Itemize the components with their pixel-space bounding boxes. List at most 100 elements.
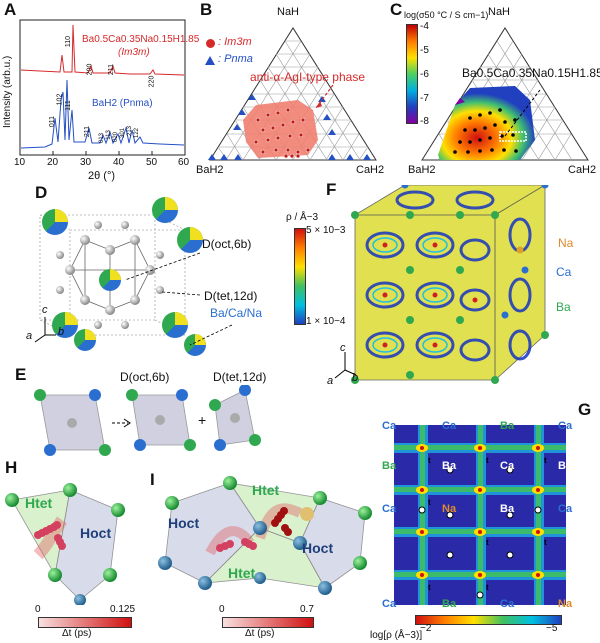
panel-f-label-na: Na xyxy=(558,236,574,250)
panel-i-diffusion-polyhedra xyxy=(158,476,372,595)
panel-a-blue-peak-102: 102 xyxy=(56,93,64,106)
panel-h-dt-min: 0 xyxy=(35,604,41,615)
panel-g-cb-min: −2 xyxy=(420,623,432,634)
panel-d-label-tet: D(tet,12d) xyxy=(204,289,258,303)
panel-a-blue-peak-211: 211 xyxy=(84,125,92,138)
panel-f-axes-icon xyxy=(334,352,357,379)
panel-i-dt-label: Δt (ps) xyxy=(245,628,275,639)
panel-a-xtick-0: 10 xyxy=(14,157,26,168)
panel-a-blue-peak-020: 020 xyxy=(113,131,120,143)
panel-a-blue-peak-301: 301 xyxy=(120,127,127,139)
panel-f-density-cube xyxy=(351,185,549,384)
panel-e-polyhedra xyxy=(34,385,261,456)
panel-b-right-label: CaH2 xyxy=(356,164,385,176)
panel-f-axis-c: c xyxy=(340,342,346,354)
panel-a-xtick-2: 30 xyxy=(80,157,92,168)
svg-text:t: t xyxy=(544,538,547,547)
panel-g-atom-label-7: Ba xyxy=(558,460,573,472)
panel-a-blue-peak-113: 113 xyxy=(105,130,112,140)
panel-label-c: C xyxy=(390,0,403,19)
panel-h-dt-colorbar xyxy=(38,617,132,628)
panel-a-red-formula: Ba0.5Ca0.35Na0.15H1.85 xyxy=(82,34,200,45)
panel-g-cb-max: −5 xyxy=(546,623,558,634)
panel-b-top-label: NaH xyxy=(277,6,300,18)
panel-g-atom-label-13: Ba xyxy=(442,598,457,610)
panel-g-atom-label-3: Ca xyxy=(558,420,573,432)
panel-f-label-ca: Ca xyxy=(556,265,572,279)
panel-f-density-title: ρ / Å−3 xyxy=(286,212,319,223)
panel-g-atom-label-11: Ca xyxy=(558,503,573,515)
svg-text:t: t xyxy=(486,583,489,592)
panel-c-cb-tick-3: -7 xyxy=(420,93,429,104)
panel-label-d: D xyxy=(35,183,48,202)
panel-a-ylabel: Intensity (arb.u.) xyxy=(2,55,13,128)
panel-e-label-oct: D(oct,6b) xyxy=(120,370,170,384)
panel-label-e: E xyxy=(15,365,27,384)
panel-label-h: H xyxy=(5,458,18,477)
panel-a-xtick-4: 50 xyxy=(146,157,158,168)
panel-b-legend-blue-marker xyxy=(205,56,215,65)
panel-label-b: B xyxy=(200,0,213,19)
svg-text:t: t xyxy=(428,456,431,465)
panel-c-formula: Ba0.5Ca0.35Na0.15H1.85 xyxy=(462,66,600,80)
panel-b-legend-blue: : Pnma xyxy=(218,53,253,65)
panel-a-red-peak-200: 200 xyxy=(86,63,94,76)
panel-a-blue-peak-213: 213 xyxy=(127,125,134,137)
panel-g-atom-label-0: Ca xyxy=(382,420,397,432)
panel-a-blue-peak-122: 122 xyxy=(134,127,141,139)
panel-d-crystal-structure xyxy=(34,197,233,356)
panel-a-red-peak-110: 110 xyxy=(65,35,73,48)
panel-h-label-htet: Htet xyxy=(25,495,53,511)
panel-d-axis-a: a xyxy=(26,330,33,342)
panel-b-legend-red-marker xyxy=(206,39,215,48)
panel-g-density-map: t t t t t t t t xyxy=(394,425,566,605)
panel-e-plus: + xyxy=(198,412,207,428)
panel-d-label-oct: D(oct,6b) xyxy=(202,237,252,251)
panel-h-label-hoct: Hoct xyxy=(80,525,112,541)
panel-g-atom-label-9: Na xyxy=(442,503,457,515)
panel-b-left-label: BaH2 xyxy=(196,164,224,176)
panel-c-right-label: CaH2 xyxy=(568,164,597,176)
panel-c-cb-tick-1: -5 xyxy=(420,45,429,56)
panel-e-label-tet: D(tet,12d) xyxy=(213,370,267,384)
panel-b-legend-red: : Im3m xyxy=(218,36,252,48)
panel-i-label-htet-top: Htet xyxy=(252,482,280,498)
panel-g-atom-label-1: Ca xyxy=(442,420,457,432)
panel-d-axis-b: b xyxy=(58,326,65,338)
panel-f-axis-a: a xyxy=(327,375,334,387)
panel-i-label-hoct-right: Hoct xyxy=(302,540,334,556)
panel-a-xlabel: 2θ (°) xyxy=(88,170,116,182)
svg-text:t: t xyxy=(428,498,431,507)
panel-c-left-label: BaH2 xyxy=(408,164,436,176)
panel-a-xrd-chart xyxy=(19,19,186,156)
panel-f-colorbar xyxy=(294,228,306,325)
svg-text:t: t xyxy=(486,456,489,465)
panel-i-label-hoct-left: Hoct xyxy=(168,515,200,531)
panel-a-red-peak-211: 211 xyxy=(108,63,116,76)
panel-c-colorbar-title: log(σ50 °C / S cm−1) xyxy=(404,10,489,20)
panel-a-red-peak-220: 220 xyxy=(148,75,156,88)
svg-text:t: t xyxy=(544,456,547,465)
panel-a-xtick-5: 60 xyxy=(178,157,190,168)
panel-c-cb-tick-2: -6 xyxy=(420,69,429,80)
panel-h-diffusion-polyhedra xyxy=(5,483,125,605)
panel-f-label-ba: Ba xyxy=(556,300,571,314)
panel-g-atom-label-14: Ca xyxy=(500,598,515,610)
panel-label-i: I xyxy=(150,470,155,489)
panel-a-blue-label: BaH2 (Pnma) xyxy=(92,98,153,109)
panel-f-axis-b: b xyxy=(352,372,359,384)
panel-a-blue-peak-013: 013 xyxy=(99,132,106,144)
panel-g-atom-label-8: Ca xyxy=(382,503,397,515)
panel-g-atom-label-6: Ca xyxy=(500,460,515,472)
panel-g-atom-label-4: Ba xyxy=(382,460,397,472)
panel-label-g: G xyxy=(578,400,592,419)
panel-c-colorbar xyxy=(406,24,418,124)
panel-d-axis-c: c xyxy=(42,304,48,316)
svg-text:t: t xyxy=(486,538,489,547)
panel-f-min: 1 × 10−4 xyxy=(306,316,346,327)
panel-c-cb-tick-4: -8 xyxy=(420,116,429,127)
panel-i-label-htet-bottom: Htet xyxy=(228,565,256,581)
panel-c-ternary xyxy=(421,27,589,161)
panel-c-cb-tick-0: -4 xyxy=(420,21,429,32)
